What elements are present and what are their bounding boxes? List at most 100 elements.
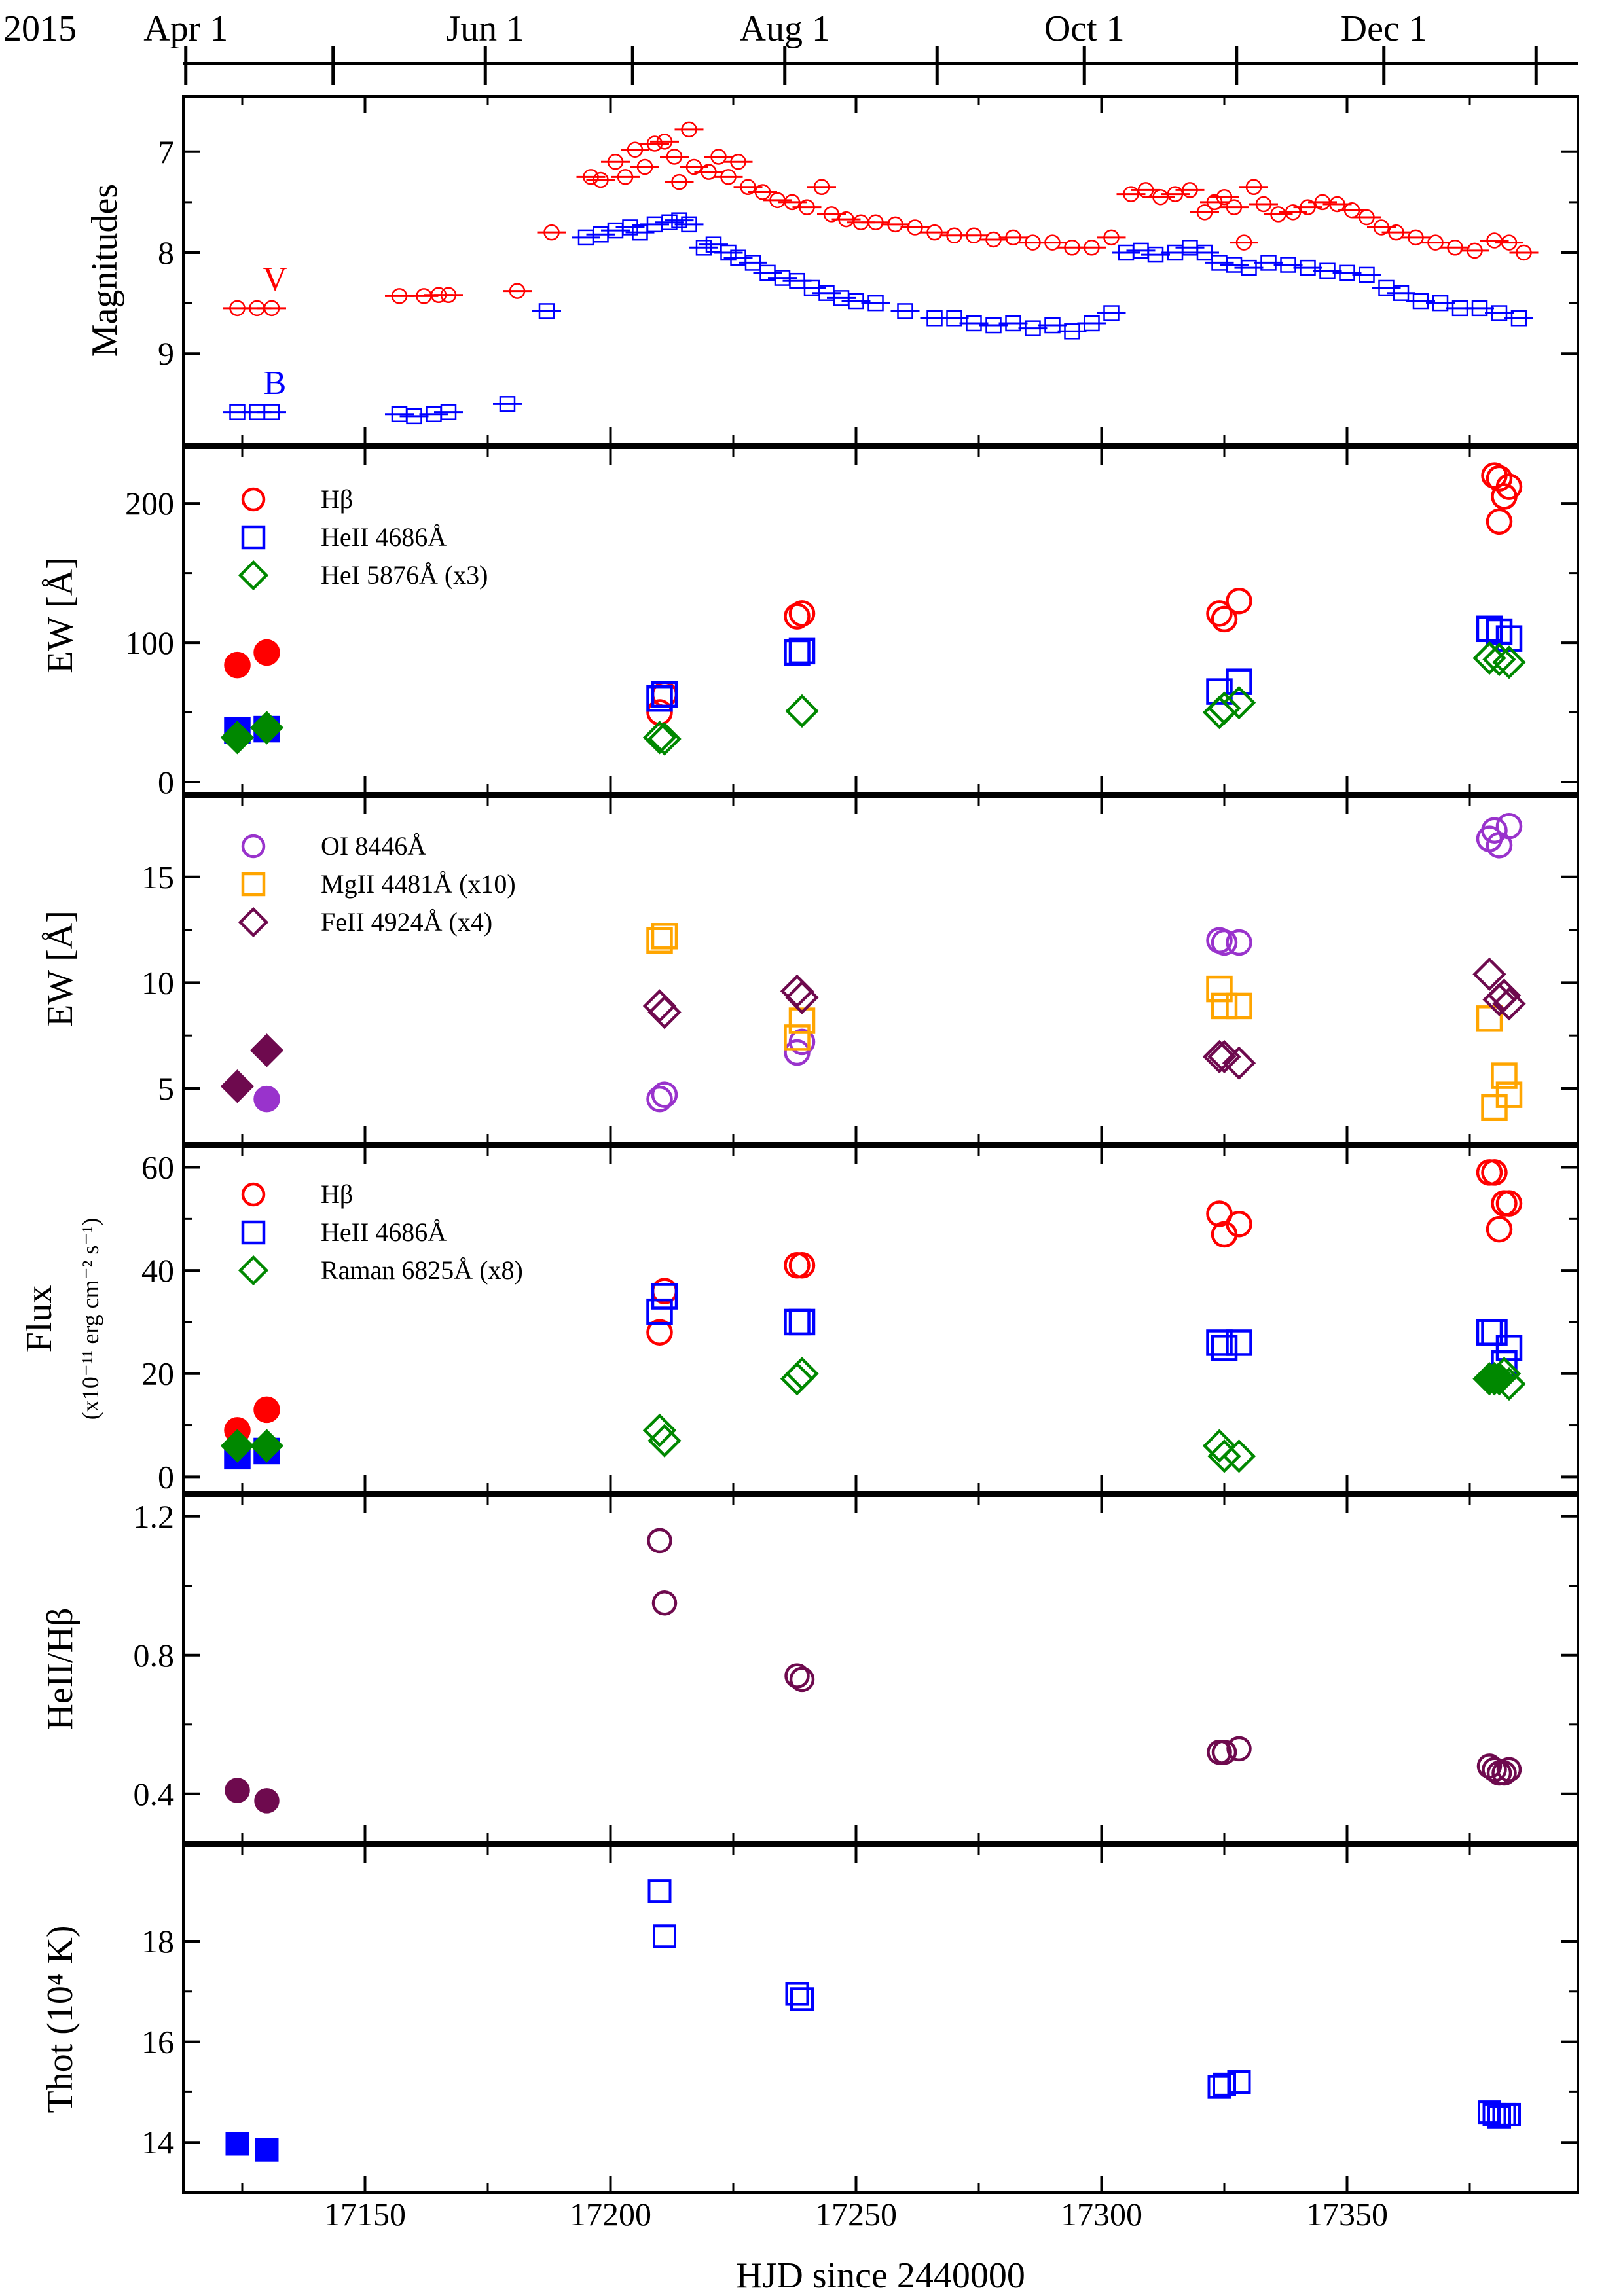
ew-hydrogen-helium-y-tick-label-0: 0 <box>158 764 174 800</box>
ew-metals-y-tick-label-1: 10 <box>141 964 174 1001</box>
magnitudes-series-0-point-69 <box>1427 234 1444 251</box>
series-label-b: B <box>264 365 287 402</box>
ew-hydrogen-helium-y-tick-label-2: 200 <box>125 485 174 522</box>
magnitudes-marks <box>223 121 1539 425</box>
ew-metals-series-1-open-point-4 <box>1206 975 1233 1003</box>
flux-series-2-open-point-0 <box>642 1413 677 1448</box>
ew-hydrogen-helium-series-2-open-point-7 <box>1482 642 1516 677</box>
flux-series-2-open-point-1 <box>647 1424 682 1458</box>
magnitudes-series-1-point-56 <box>1359 266 1375 283</box>
magnitudes-series-0-point-32 <box>838 211 854 228</box>
magnitudes-series-1-point-15 <box>661 214 678 231</box>
ew-hydrogen-helium-y-ticks: 0 100 200 <box>125 485 1578 800</box>
magnitudes-series-0-point-30 <box>813 179 830 196</box>
ew-hydrogen-helium-legend-marker-2 <box>238 560 269 591</box>
ew-hydrogen-helium-series-2-open-point-6 <box>1472 641 1506 675</box>
magnitudes-y-tick-label-2: 9 <box>158 335 174 372</box>
heii-hbeta-ratio-series-0-open-point-6 <box>1226 1736 1252 1762</box>
ew-metals-series-2-filled-point-0 <box>220 1069 255 1103</box>
ew-metals-series-2-open-point-10 <box>1492 987 1526 1021</box>
ew-hydrogen-helium-legend: Hβ HeII 4686Å HeI 5876Å (x3) <box>238 484 488 591</box>
magnitudes-series-0-point-29 <box>799 199 815 215</box>
heii-hbeta-ratio-y-ticks: 0.4 0.8 1.2 <box>134 1498 1578 1812</box>
magnitudes-series-1-point-8 <box>538 303 555 319</box>
ew-hydrogen-helium-series-1-open-point-0 <box>646 685 673 712</box>
flux-y-units: (x10⁻¹¹ erg cm⁻² s⁻¹) <box>77 1218 103 1420</box>
flux-y-ticks: 0 20 40 60 <box>141 1149 1578 1495</box>
ew-metals-series-0-filled-point-0 <box>253 1085 280 1113</box>
magnitudes-series-0-point-3 <box>391 288 408 304</box>
flux-series-0-open-point-11 <box>1495 1190 1523 1217</box>
magnitudes-series-0-point-35 <box>887 216 903 233</box>
magnitudes-series-1-point-53 <box>1300 259 1316 276</box>
heii-hbeta-ratio-series-0-open-point-5 <box>1211 1739 1237 1765</box>
ew-hydrogen-helium-series-2-open-point-2 <box>785 694 819 728</box>
magnitudes-series-0-point-39 <box>966 227 982 244</box>
legend-text-hbeta: Hβ <box>321 484 353 514</box>
magnitudes-series-1-point-60 <box>1432 295 1449 312</box>
hot-temperature-series-0-filled-point-0 <box>225 2132 249 2156</box>
ew-hydrogen-helium-legend-marker-0 <box>241 487 266 512</box>
ew-metals-marks <box>220 812 1526 1121</box>
legend-row-hei: HeI 5876Å (x3) <box>238 560 488 591</box>
flux-series-1-open-point-5 <box>1211 1335 1238 1361</box>
ew-metals-series-1-open-point-1 <box>651 923 678 950</box>
ew-hydrogen-helium-x-ticks <box>241 448 1471 793</box>
flux-y-tick-label-3: 60 <box>141 1149 174 1186</box>
magnitudes-series-0-point-8 <box>543 224 560 241</box>
hot-temperature-y-tick-label-2: 18 <box>141 1923 174 1960</box>
ew-hydrogen-helium-series-0-open-point-11 <box>1495 473 1523 500</box>
magnitudes-series-0-point-58 <box>1255 196 1272 213</box>
heii-hbeta-ratio-series-0-open-point-0 <box>647 1528 672 1554</box>
hot-temperature-y-tick-label-1: 16 <box>141 2024 174 2060</box>
flux-series-0-open-point-6 <box>1226 1210 1252 1238</box>
magnitudes-series-1-point-22 <box>744 255 761 271</box>
flux-frame <box>182 1145 1579 1494</box>
hot-temperature-series-0-open-point-1 <box>653 1924 676 1948</box>
flux-series-1-open-point-1 <box>651 1283 678 1310</box>
magnitudes-series-0-point-66 <box>1373 219 1390 236</box>
ew-hydrogen-helium-legend-marker-1 <box>241 525 266 550</box>
ew-hydrogen-helium-panel: 0 100 200 Hβ HeII 4686Å HeI 5876Å (x3) EW … <box>40 446 1579 800</box>
month-tick-label-2: Jun 1 <box>446 9 524 49</box>
magnitudes-series-0-point-14 <box>636 158 653 175</box>
magnitudes-series-0-point-65 <box>1359 209 1375 226</box>
magnitudes-series-1-point-39 <box>1064 323 1080 340</box>
magnitudes-series-0-point-21 <box>701 164 717 180</box>
magnitudes-series-1-point-35 <box>985 317 1002 334</box>
ew-hydrogen-helium-series-2-filled-point-0 <box>220 721 255 755</box>
ew-hydrogen-helium-series-0-filled-point-0 <box>224 651 251 679</box>
legend-text-flux-raman: Raman 6825Å (x8) <box>321 1255 523 1285</box>
magnitudes-series-1-point-7 <box>499 396 516 412</box>
hot-temperature-series-0-open-point-5 <box>1213 2072 1236 2096</box>
ew-hydrogen-helium-series-2-open-point-8 <box>1492 645 1526 679</box>
hot-temperature-marks <box>225 1879 1521 2162</box>
ew-metals-series-1-open-point-5 <box>1211 992 1238 1020</box>
x-tick-label-2: 17250 <box>815 2196 897 2233</box>
magnitudes-series-1-point-34 <box>966 315 982 332</box>
magnitudes-series-0-point-18 <box>671 173 687 190</box>
hot-temperature-series-0-open-point-2 <box>785 1982 809 2006</box>
ew-hydrogen-helium-y-label: EW [Å] <box>40 557 81 673</box>
magnitudes-series-0-point-52 <box>1196 204 1213 221</box>
flux-series-2-open-point-5 <box>1207 1439 1241 1473</box>
ew-metals-frame <box>182 795 1579 1145</box>
month-tick-label-0: Apr 1 <box>143 9 228 49</box>
month-axis: 2015 Apr 1 Jun 1 Aug 1 Oct 1 Dec 1 <box>3 9 1578 85</box>
ew-metals-series-2-open-point-3 <box>785 980 819 1014</box>
hot-temperature-series-0-open-point-6 <box>1227 2070 1251 2094</box>
ew-metals-series-2-open-point-1 <box>647 995 682 1030</box>
ew-metals-series-2-open-point-6 <box>1222 1046 1256 1080</box>
magnitudes-series-0-point-46 <box>1103 229 1120 246</box>
magnitudes-series-0-point-60 <box>1285 204 1302 221</box>
magnitudes-series-1-point-51 <box>1260 255 1277 271</box>
magnitudes-series-1-point-4 <box>406 408 422 425</box>
month-ticks: Apr 1 Jun 1 Aug 1 Oct 1 Dec 1 <box>143 9 1538 85</box>
magnitudes-series-0-point-36 <box>907 219 923 236</box>
magnitudes-series-1-point-62 <box>1471 300 1488 317</box>
magnitudes-frame <box>182 95 1579 446</box>
flux-series-2-open-point-7 <box>1487 1357 1522 1391</box>
magnitudes-series-0-point-9 <box>583 169 599 185</box>
hot-temperature-frame <box>182 1844 1579 2194</box>
flux-series-0-open-point-8 <box>1481 1159 1508 1186</box>
